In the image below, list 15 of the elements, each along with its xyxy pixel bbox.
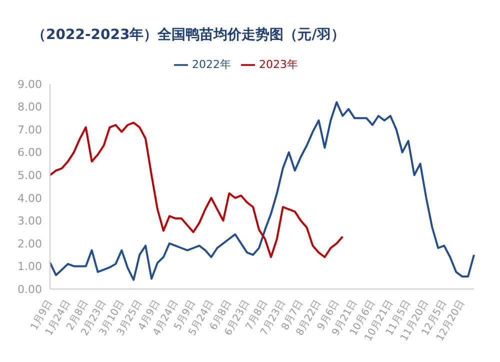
y-tick-label: 2.00 bbox=[18, 237, 42, 250]
line-series bbox=[49, 122, 344, 258]
y-tick-label: 1.00 bbox=[18, 260, 42, 274]
y-tick-label: 5.00 bbox=[18, 169, 42, 182]
y-tick-label: 6.00 bbox=[18, 146, 42, 160]
y-tick-label: 4.00 bbox=[18, 192, 42, 205]
chart-title: （2022-2023年）全国鸭苗均价走势图（元/羽） bbox=[31, 26, 346, 45]
y-tick-label: 7.00 bbox=[18, 123, 42, 136]
y-tick-label: 8.00 bbox=[18, 100, 42, 114]
y-tick-label: 9.00 bbox=[18, 78, 42, 91]
legend-label: 2023年 bbox=[259, 58, 298, 71]
legend-label: 2022年 bbox=[192, 58, 231, 71]
y-tick-label: 3.00 bbox=[18, 214, 42, 228]
line-series bbox=[49, 101, 475, 281]
y-tick-label: 0.00 bbox=[18, 282, 42, 296]
